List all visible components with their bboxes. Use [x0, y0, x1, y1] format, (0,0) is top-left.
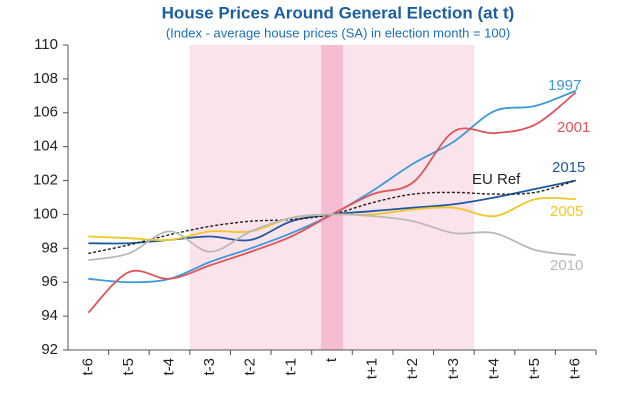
y-tick-label: 108 [33, 70, 58, 87]
x-tick-label: t+2 [404, 358, 421, 379]
series-label: EU Ref [472, 171, 521, 188]
x-tick-label: t+3 [445, 358, 462, 379]
y-tick-label: 96 [41, 273, 58, 290]
y-tick-label: 98 [41, 239, 58, 256]
x-tick-label: t-4 [161, 358, 178, 376]
series-label: 2001 [557, 119, 590, 136]
series-label: 2010 [550, 257, 583, 274]
election-month [321, 45, 343, 350]
series-line [88, 213, 576, 262]
y-tick-label: 94 [41, 307, 58, 324]
y-tick-label: 104 [33, 138, 58, 155]
y-tick-label: 92 [41, 341, 58, 358]
series-label: 1997 [548, 77, 581, 94]
x-tick-label: t [323, 357, 340, 362]
x-tick-label: t-3 [201, 358, 218, 376]
chart-subtitle: (Index - average house prices (SA) in el… [166, 25, 510, 40]
y-tick-label: 102 [33, 172, 58, 189]
x-tick-label: t+6 [567, 358, 584, 379]
series-label: 2015 [552, 159, 585, 176]
x-tick-label: t-6 [79, 358, 96, 376]
series-label: 2005 [550, 203, 583, 220]
chart-title: House Prices Around General Election (at… [162, 3, 515, 22]
x-tick-label: t-2 [242, 358, 259, 376]
x-tick-label: t-5 [120, 358, 137, 376]
shading [189, 45, 475, 350]
x-tick-label: t-1 [282, 358, 299, 376]
y-tick-label: 106 [33, 104, 58, 121]
x-tick-label: t+5 [526, 358, 543, 379]
y-tick-label: 100 [33, 205, 58, 222]
y-tick-label: 110 [34, 36, 58, 53]
x-tick-label: t+4 [485, 358, 502, 379]
x-tick-label: t+1 [364, 358, 381, 379]
